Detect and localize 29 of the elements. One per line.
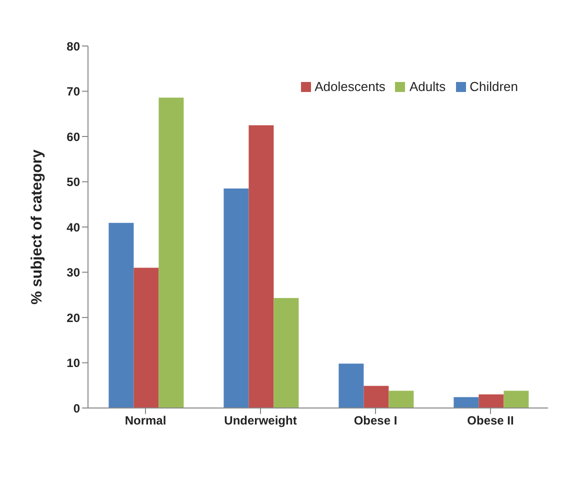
y-axis-title: % subject of category bbox=[28, 148, 46, 305]
bar bbox=[454, 397, 479, 408]
bar bbox=[158, 98, 184, 408]
y-tick-label: 0 bbox=[73, 401, 80, 416]
x-tick-label: Obese II bbox=[467, 414, 514, 428]
bar bbox=[108, 222, 134, 408]
bar bbox=[338, 364, 364, 408]
bar bbox=[504, 390, 529, 408]
bar bbox=[388, 390, 414, 408]
legend-label: Adolescents bbox=[314, 79, 386, 94]
legend-label: Children bbox=[470, 79, 518, 94]
y-tick-label: 40 bbox=[66, 220, 80, 234]
bar bbox=[224, 188, 249, 408]
bar bbox=[364, 386, 389, 408]
y-tick-label: 20 bbox=[66, 310, 80, 325]
y-tick-label: 50 bbox=[66, 175, 80, 190]
bar bbox=[248, 125, 274, 408]
y-tick-label: 70 bbox=[66, 84, 80, 99]
legend-label: Adults bbox=[409, 79, 446, 94]
y-tick-label: 10 bbox=[66, 356, 80, 370]
y-tick-label: 30 bbox=[66, 266, 80, 280]
bar bbox=[274, 298, 299, 408]
bar bbox=[134, 268, 159, 408]
y-tick-label: 60 bbox=[66, 130, 80, 144]
y-tick-label: 80 bbox=[66, 39, 80, 54]
x-tick-label: Obese I bbox=[354, 414, 398, 428]
bar bbox=[478, 394, 504, 408]
x-tick-label: Underweight bbox=[224, 414, 297, 428]
x-tick-label: Normal bbox=[124, 414, 166, 428]
